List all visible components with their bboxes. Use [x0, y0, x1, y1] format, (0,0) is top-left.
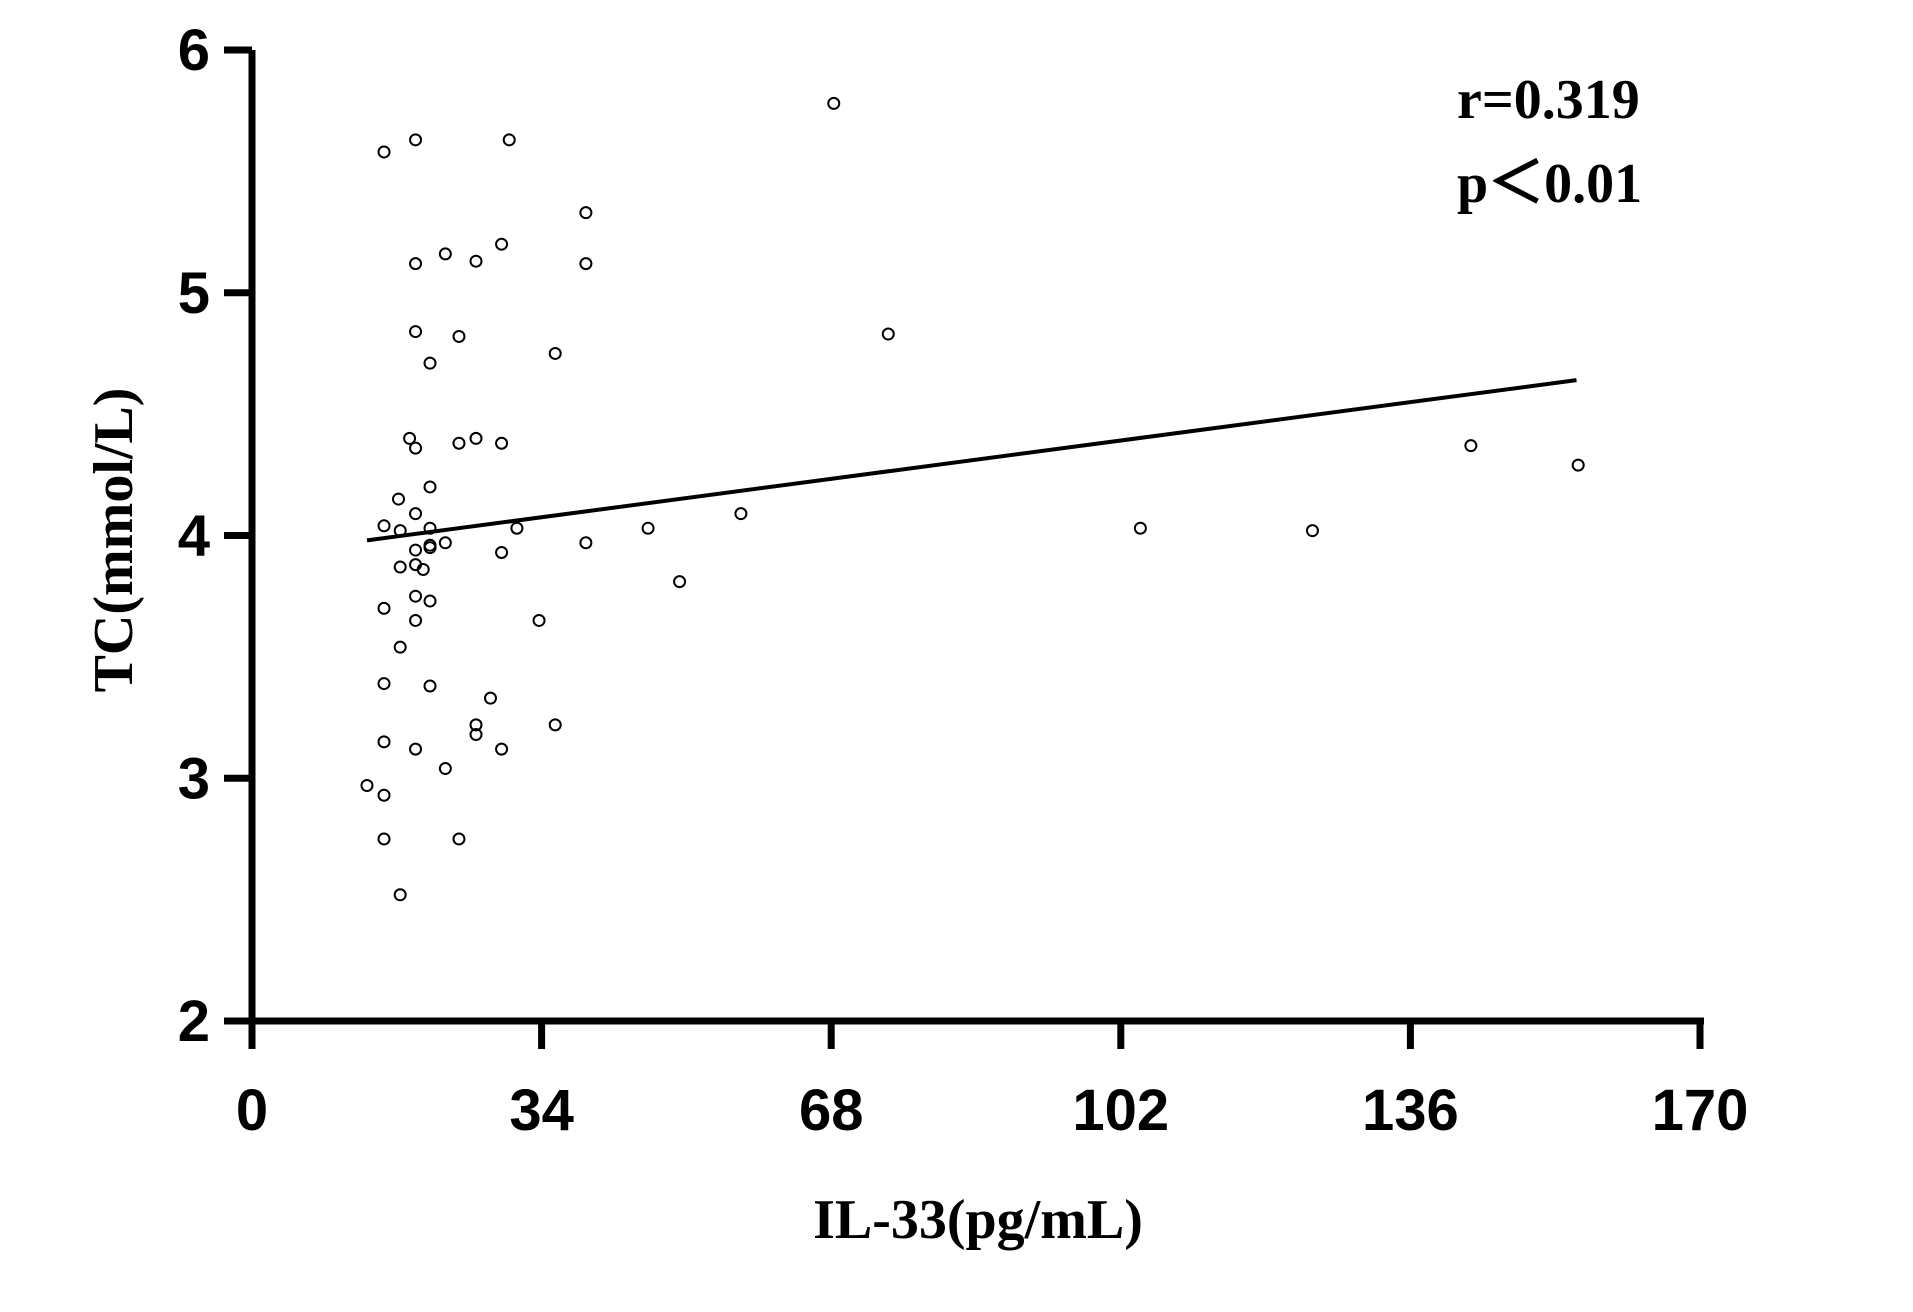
data-point — [377, 735, 391, 749]
data-point — [495, 436, 509, 450]
data-point — [409, 325, 423, 339]
data-point — [392, 492, 406, 506]
data-point — [1305, 524, 1319, 538]
data-point — [377, 601, 391, 615]
data-point — [409, 543, 423, 557]
data-point — [423, 541, 437, 555]
data-point — [452, 436, 466, 450]
y-tick-label: 4 — [178, 504, 210, 569]
x-tick-label: 102 — [1072, 1078, 1169, 1143]
data-point — [377, 677, 391, 691]
data-point — [673, 575, 687, 589]
data-point — [393, 888, 407, 902]
data-point — [452, 329, 466, 343]
y-tick-label: 5 — [178, 261, 210, 326]
data-point — [438, 536, 452, 550]
data-point — [469, 728, 483, 742]
data-point — [438, 247, 452, 261]
data-point — [1571, 458, 1585, 472]
data-point — [377, 832, 391, 846]
data-point — [502, 133, 516, 147]
x-tick-label: 68 — [799, 1078, 864, 1143]
x-axis-title: IL-33(pg/mL) — [813, 1189, 1143, 1251]
data-point — [393, 640, 407, 654]
data-point — [548, 346, 562, 360]
data-point — [409, 257, 423, 271]
data-point — [393, 560, 407, 574]
regression-line — [366, 378, 1577, 543]
data-point — [1464, 439, 1478, 453]
y-axis-title: TC(mmol/L) — [83, 388, 145, 693]
data-point — [423, 679, 437, 693]
x-tick-label: 34 — [509, 1078, 574, 1143]
x-tick-label: 136 — [1362, 1078, 1459, 1143]
data-point — [423, 356, 437, 370]
data-point — [409, 507, 423, 521]
data-point — [403, 431, 417, 445]
data-point — [469, 718, 483, 732]
data-point — [377, 145, 391, 159]
data-point — [579, 536, 593, 550]
y-tick-label: 2 — [178, 989, 210, 1054]
x-tick-label: 170 — [1652, 1078, 1749, 1143]
data-point — [579, 257, 593, 271]
data-point — [495, 742, 509, 756]
data-point — [495, 237, 509, 251]
data-points — [360, 96, 1585, 902]
data-point — [510, 521, 524, 535]
data-point — [734, 507, 748, 521]
data-point — [641, 521, 655, 535]
data-point — [360, 779, 374, 793]
data-point — [377, 788, 391, 802]
data-point — [377, 519, 391, 533]
regression-line-group — [366, 378, 1577, 543]
data-point — [469, 254, 483, 268]
data-point — [881, 327, 895, 341]
data-point — [409, 441, 423, 455]
data-point — [495, 545, 509, 559]
data-point — [1133, 521, 1147, 535]
data-point — [409, 133, 423, 147]
y-tick-label: 3 — [178, 746, 210, 811]
p-value-annotation: p＜0.01 — [1457, 153, 1642, 215]
data-point — [579, 206, 593, 220]
data-point — [409, 613, 423, 627]
x-tick-label: 0 — [236, 1078, 268, 1143]
data-point — [409, 742, 423, 756]
data-point — [452, 832, 466, 846]
data-point — [827, 96, 841, 110]
data-point — [423, 594, 437, 608]
data-point — [416, 562, 430, 576]
y-tick-label: 6 — [178, 18, 210, 83]
data-point — [483, 691, 497, 705]
data-point — [438, 762, 452, 776]
data-point — [469, 431, 483, 445]
data-point — [423, 480, 437, 494]
correlation-r-annotation: r=0.319 — [1457, 69, 1640, 131]
data-point — [409, 589, 423, 603]
data-point — [548, 718, 562, 732]
data-point — [532, 613, 546, 627]
